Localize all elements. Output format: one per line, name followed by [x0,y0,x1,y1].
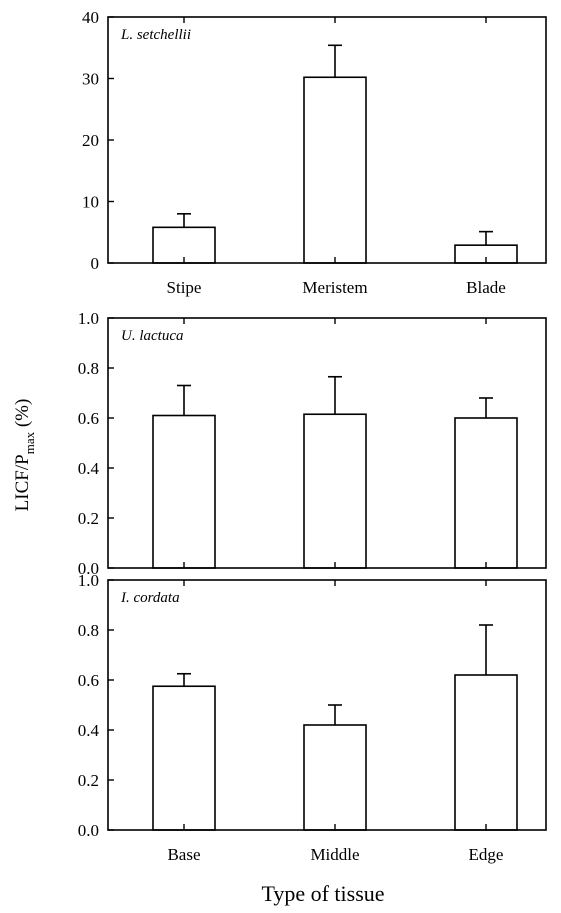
category-label-1-3: Blade [466,278,506,297]
plot-frame-3 [107,579,547,831]
category-label-3-3: Edge [469,845,504,864]
y-tick-label-1-1: 0 [91,254,100,273]
bar-1-2 [303,76,367,264]
bar-2-2 [303,413,367,569]
category-label-3-1: Base [167,845,200,864]
category-label-3-2: Middle [310,845,359,864]
y-tick-label-2-5: 0.8 [78,359,99,378]
chart-panel-2: 0.0 0.2 0.4 0.6 0.8 1.0 U. lactuca [78,309,547,578]
bar-3-2 [303,724,367,831]
y-axis-label-subscript: max [22,431,37,454]
species-label-2: U. lactuca [121,328,183,344]
species-label-3: I. cordata [120,590,180,606]
y-axis-label-unit: (%) [12,399,33,432]
y-axis-label-main: LICF/P [12,454,33,511]
bar-2-3 [454,417,518,569]
y-tick-label-1-5: 40 [82,8,99,27]
chart-panel-1: 0 10 20 30 40 Stipe Meristem Blade L. setchellii [82,8,547,297]
y-tick-label-1-3: 20 [82,131,99,150]
y-tick-label-3-6: 1.0 [78,571,99,590]
panels: 0 10 20 30 40 Stipe Meristem Blade L. setchellii… [78,8,547,864]
bar-2-1 [152,414,216,569]
y-tick-label-1-2: 10 [82,193,99,212]
category-label-1-2: Meristem [302,278,367,297]
y-tick-label-2-2: 0.2 [78,509,99,528]
y-axis-label: LICF/Pmax (%) [12,399,37,512]
plot-frame-2 [107,317,547,569]
y-tick-label-3-3: 0.4 [78,721,100,740]
y-tick-label-2-4: 0.6 [78,409,99,428]
y-tick-label-3-4: 0.6 [78,671,99,690]
y-tick-label-2-6: 1.0 [78,309,99,328]
y-tick-label-3-2: 0.2 [78,771,99,790]
y-tick-label-1-4: 30 [82,70,99,89]
y-tick-label-2-1: 0.0 [78,559,99,578]
y-tick-label-3-5: 0.8 [78,621,99,640]
bar-3-3 [454,674,518,831]
y-tick-label-2-3: 0.4 [78,459,100,478]
bar-3-1 [152,685,216,831]
y-tick-label-3-1: 0.0 [78,821,99,840]
species-label-1: L. setchellii [120,27,191,43]
category-label-1-1: Stipe [167,278,202,297]
chart-panel-3: 0.0 0.2 0.4 0.6 0.8 1.0 Base Middle Edge I. corda… [78,571,547,864]
x-axis-label: Type of tissue [261,881,384,906]
